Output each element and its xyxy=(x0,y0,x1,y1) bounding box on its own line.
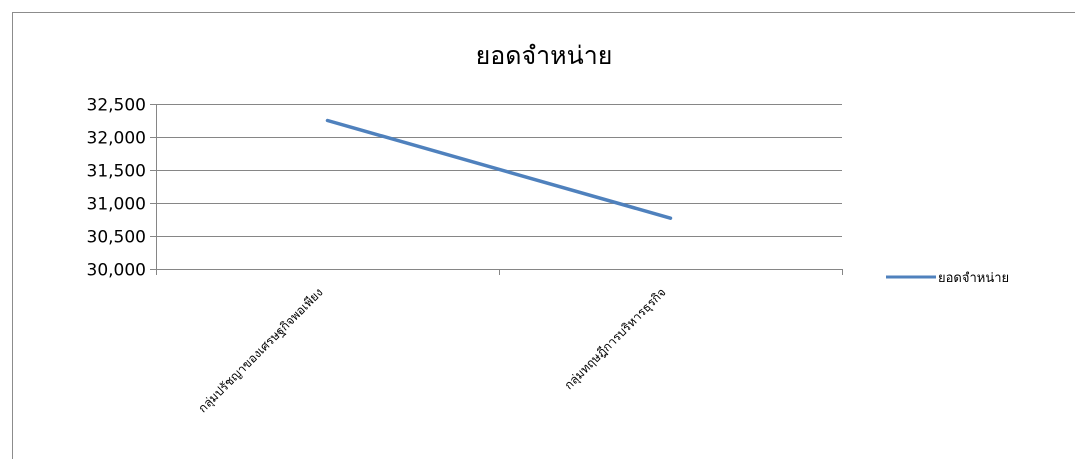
x-tick-label: กลุ่มปรัชญาของเศรษฐกิจพอเพียง xyxy=(196,285,327,416)
chart-area: ยอดจำหน่าย 30,000 30,500 31,000 31,500 32,00… xyxy=(12,12,1075,459)
chart-svg: ยอดจำหน่าย 30,000 30,500 31,000 31,500 32,00… xyxy=(87,41,1010,416)
y-axis-tick-labels: 30,000 30,500 31,000 31,500 32,000 32,500 xyxy=(87,96,146,281)
y-tick-label: 31,500 xyxy=(87,162,146,182)
series-line xyxy=(325,118,673,220)
y-tick-label: 30,000 xyxy=(87,261,146,281)
y-tick-label: 31,000 xyxy=(87,195,146,215)
y-tick-label: 32,000 xyxy=(87,129,146,149)
axes xyxy=(150,104,843,275)
x-tick-label: กลุ่มทฤษฎีการบริหารธุรกิจ xyxy=(562,285,670,393)
legend-label: ยอดจำหน่าย xyxy=(938,271,1009,286)
y-tick-label: 32,500 xyxy=(87,96,146,116)
chart-title: ยอดจำหน่าย xyxy=(476,41,613,70)
x-axis-tick-labels: กลุ่มปรัชญาของเศรษฐกิจพอเพียง กลุ่มทฤษฎีก… xyxy=(196,285,670,416)
series-lines xyxy=(325,118,673,220)
y-tick-label: 30,500 xyxy=(87,228,146,248)
legend: ยอดจำหน่าย xyxy=(886,271,1009,286)
